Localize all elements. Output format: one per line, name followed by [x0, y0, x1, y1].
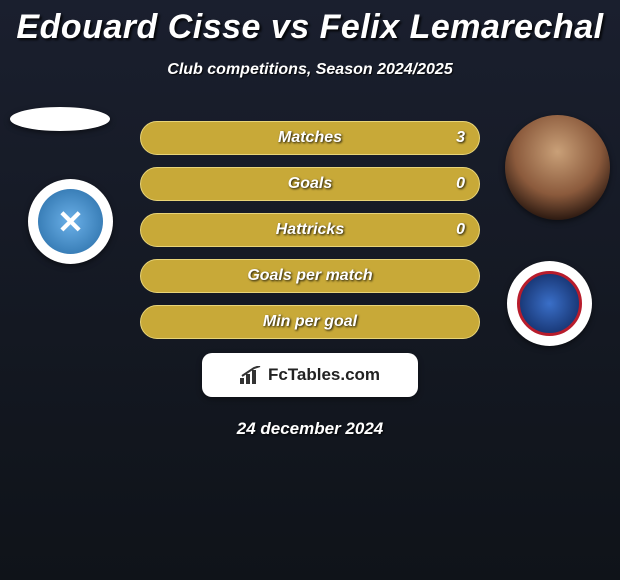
brand-badge: FcTables.com: [202, 353, 418, 397]
comparison-area: Matches 3 Goals 0 Hattricks 0 Goals per …: [0, 121, 620, 439]
left-club-badge: [28, 179, 113, 264]
stat-right-value: 0: [456, 221, 465, 239]
stat-bars: Matches 3 Goals 0 Hattricks 0 Goals per …: [140, 121, 480, 339]
stat-bar-matches: Matches 3: [140, 121, 480, 155]
chart-icon: [240, 366, 262, 384]
stat-bar-hattricks: Hattricks 0: [140, 213, 480, 247]
stat-label: Matches: [278, 129, 342, 147]
right-club-badge: [507, 261, 592, 346]
subtitle: Club competitions, Season 2024/2025: [0, 61, 620, 79]
date-label: 24 december 2024: [0, 419, 620, 439]
right-player-avatar: [505, 115, 610, 220]
stat-bar-min-per-goal: Min per goal: [140, 305, 480, 339]
stat-label: Goals per match: [247, 267, 372, 285]
stat-right-value: 0: [456, 175, 465, 193]
stat-bar-goals-per-match: Goals per match: [140, 259, 480, 293]
left-player-avatar: [10, 107, 110, 131]
page-title: Edouard Cisse vs Felix Lemarechal: [0, 0, 620, 47]
stat-bar-goals: Goals 0: [140, 167, 480, 201]
stat-label: Hattricks: [276, 221, 344, 239]
brand-label: FcTables.com: [268, 365, 380, 385]
stat-label: Goals: [288, 175, 332, 193]
stat-right-value: 3: [456, 129, 465, 147]
stat-label: Min per goal: [263, 313, 357, 331]
